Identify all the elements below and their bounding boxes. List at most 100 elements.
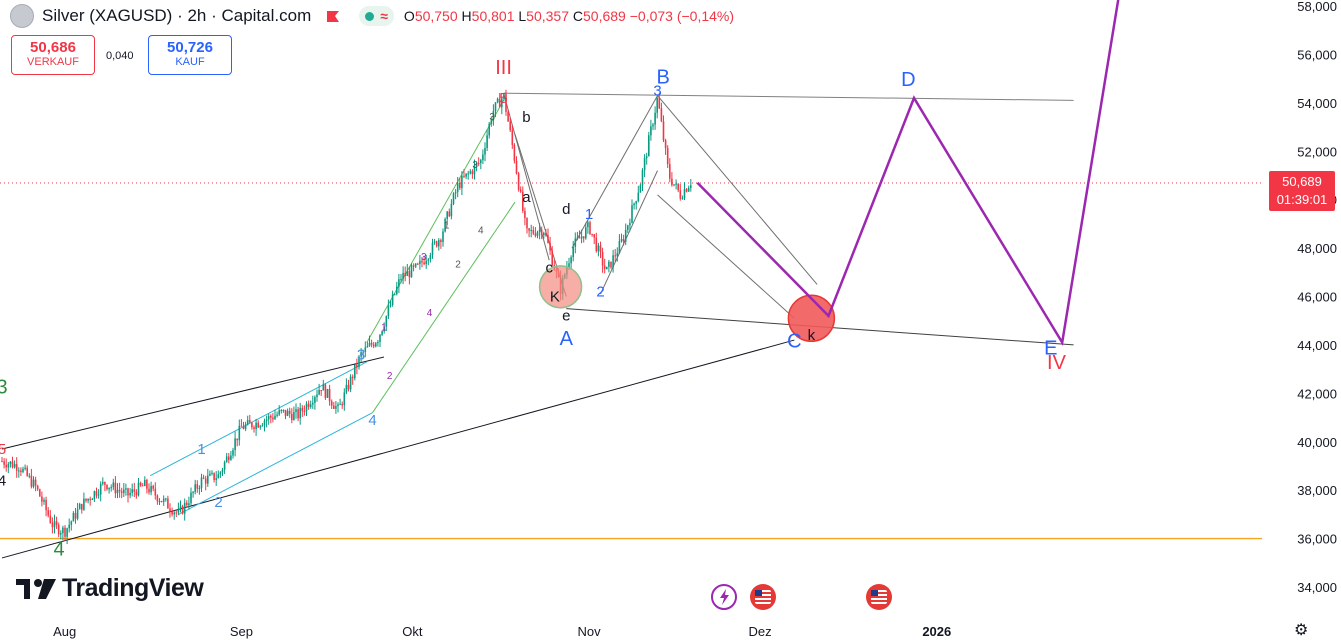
candle-body (543, 232, 545, 236)
time-tick-label: Dez (749, 624, 772, 639)
candle-body (209, 473, 211, 476)
us-flag-icon[interactable] (866, 584, 892, 610)
wave-label: a (522, 189, 531, 206)
countdown-value: 01:39:01 (1277, 192, 1328, 207)
candle-body (429, 255, 432, 260)
candle-body (412, 265, 415, 267)
candle-body (156, 495, 159, 502)
projection-path[interactable] (696, 0, 1120, 347)
buy-button[interactable]: 50,726 KAUF (148, 35, 232, 75)
time-axis[interactable]: Aug Sep Okt Nov Dez 2026 (53, 624, 951, 639)
candle-body (173, 512, 175, 515)
market-status[interactable]: ≈ (359, 6, 394, 26)
candle-body (32, 479, 35, 487)
trendline[interactable] (366, 100, 505, 343)
candle-body (589, 222, 591, 234)
trendline[interactable] (657, 95, 818, 285)
trendline[interactable] (178, 412, 373, 515)
candle-body (421, 260, 423, 263)
candle-body (603, 265, 606, 270)
price-tick-label: 56,000 (1297, 47, 1337, 62)
highlight-circle[interactable] (538, 265, 583, 309)
candle-body (190, 492, 192, 504)
candle-body (337, 404, 339, 407)
candle-body (574, 238, 577, 247)
candle-body (221, 469, 224, 473)
candle-body (480, 160, 482, 164)
candle-body (377, 341, 379, 344)
flag-icon[interactable] (325, 9, 341, 23)
candle-body (169, 508, 171, 512)
trendline[interactable] (503, 92, 1074, 101)
candle-body (522, 191, 524, 211)
highlight-circles[interactable] (538, 265, 836, 343)
candle-body (160, 501, 163, 503)
candle-body (150, 485, 152, 493)
candle-body (284, 409, 287, 416)
trendline[interactable] (372, 201, 516, 413)
trendline[interactable] (149, 361, 368, 477)
silver-icon[interactable] (10, 4, 34, 28)
candle-body (293, 412, 295, 421)
candle-body (154, 488, 157, 496)
candle-body (414, 263, 417, 267)
trendlines[interactable] (1, 92, 1074, 559)
symbol-title[interactable]: Silver (XAGUSD) · 2h · Capital.com (42, 6, 312, 25)
sell-button[interactable]: 50,686 VERKAUF (11, 35, 95, 75)
wave-label: E (1044, 338, 1057, 360)
wave-icon: ≈ (380, 8, 388, 24)
candle-body (580, 236, 583, 239)
candle-body (137, 482, 140, 496)
price-tick-label: 46,000 (1297, 290, 1337, 305)
candle-body (358, 356, 360, 368)
price-tick-label: 58,000 (1297, 0, 1337, 14)
us-flag-icon[interactable] (750, 584, 776, 610)
candle-body (7, 463, 10, 468)
candle-body (423, 262, 425, 265)
high-value: 50,801 (471, 8, 515, 24)
candle-body (496, 98, 499, 103)
wave-label: 2 (596, 284, 604, 301)
candle-body (591, 233, 593, 235)
trendline[interactable] (600, 170, 658, 295)
price-tick-label: 38,000 (1297, 483, 1337, 498)
candle-body (677, 183, 679, 191)
candle-body (410, 265, 413, 278)
candle-body (217, 474, 220, 479)
candle-body (200, 477, 203, 489)
candle-body (162, 498, 165, 502)
candle-body (354, 364, 356, 379)
candle-body (326, 388, 329, 398)
candle-body (517, 173, 520, 190)
candle-body (593, 234, 595, 238)
highlight-circle[interactable] (787, 294, 836, 343)
tradingview-logo[interactable]: TradingView (16, 574, 204, 603)
time-tick-label: Aug (53, 624, 76, 639)
candle-body (188, 503, 190, 506)
candle-body (120, 491, 123, 494)
candle-body (43, 499, 45, 502)
candle-body (13, 463, 16, 468)
candle-body (643, 158, 646, 171)
trendline[interactable] (1, 356, 385, 450)
trendline[interactable] (657, 194, 795, 319)
candle-body (656, 97, 658, 113)
candle-body (469, 171, 472, 174)
candle-body (494, 102, 497, 112)
wave-label: 2 (214, 494, 222, 511)
candle-body (146, 480, 148, 489)
change-value: −0,073 (−0,14%) (629, 8, 735, 24)
candle-body (389, 304, 392, 307)
wave-label: 1 (197, 441, 205, 458)
candle-body (114, 482, 117, 494)
settings-icon[interactable]: ⚙ (1294, 622, 1309, 639)
candle-body (444, 218, 446, 232)
candle-body (179, 506, 182, 510)
trendline[interactable] (1, 339, 795, 559)
high-key: H (461, 8, 472, 24)
candle-body (278, 410, 280, 415)
event-icon[interactable] (711, 584, 737, 610)
price-axis[interactable]: 34,000 36,000 38,000 40,000 42,000 44,000 46,0… (1297, 0, 1337, 595)
candle-body (219, 472, 222, 475)
